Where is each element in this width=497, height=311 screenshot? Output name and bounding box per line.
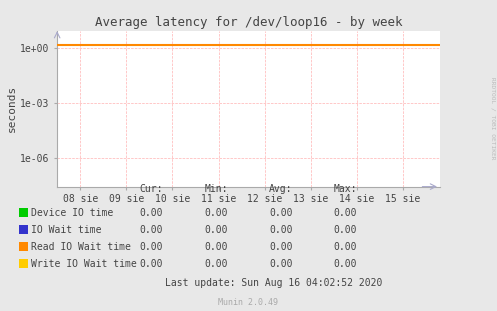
Text: Write IO Wait time: Write IO Wait time [31, 259, 137, 269]
Text: 0.00: 0.00 [140, 259, 164, 269]
Text: Last update: Sun Aug 16 04:02:52 2020: Last update: Sun Aug 16 04:02:52 2020 [165, 278, 382, 288]
Text: Munin 2.0.49: Munin 2.0.49 [219, 298, 278, 307]
Y-axis label: seconds: seconds [7, 85, 17, 132]
Text: Device IO time: Device IO time [31, 208, 113, 218]
Text: Min:: Min: [204, 184, 228, 194]
Text: 0.00: 0.00 [269, 259, 293, 269]
Text: 0.00: 0.00 [269, 208, 293, 218]
Text: Max:: Max: [333, 184, 357, 194]
Text: 0.00: 0.00 [140, 242, 164, 252]
Text: 0.00: 0.00 [269, 225, 293, 235]
Text: 0.00: 0.00 [204, 225, 228, 235]
Text: 0.00: 0.00 [333, 208, 357, 218]
Text: 0.00: 0.00 [333, 259, 357, 269]
Text: 0.00: 0.00 [333, 225, 357, 235]
Text: 0.00: 0.00 [140, 225, 164, 235]
Title: Average latency for /dev/loop16 - by week: Average latency for /dev/loop16 - by wee… [95, 16, 402, 29]
Text: 0.00: 0.00 [269, 242, 293, 252]
Text: IO Wait time: IO Wait time [31, 225, 102, 235]
Text: Avg:: Avg: [269, 184, 293, 194]
Text: 0.00: 0.00 [204, 259, 228, 269]
Text: 0.00: 0.00 [333, 242, 357, 252]
Text: Read IO Wait time: Read IO Wait time [31, 242, 131, 252]
Text: RRDTOOL / TOBI OETIKER: RRDTOOL / TOBI OETIKER [491, 77, 496, 160]
Text: 0.00: 0.00 [204, 242, 228, 252]
Text: Cur:: Cur: [140, 184, 164, 194]
Text: 0.00: 0.00 [140, 208, 164, 218]
Text: 0.00: 0.00 [204, 208, 228, 218]
